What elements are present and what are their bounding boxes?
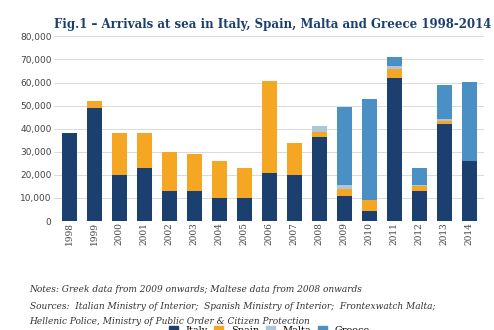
Bar: [87, 101, 102, 108]
Bar: [187, 191, 202, 221]
Bar: [262, 173, 277, 221]
Bar: [312, 137, 327, 221]
Bar: [437, 124, 452, 221]
Bar: [287, 143, 302, 175]
Bar: [137, 168, 152, 221]
Bar: [187, 154, 202, 191]
Bar: [337, 196, 352, 221]
Bar: [87, 108, 102, 221]
Text: Fig.1 – Arrivals at sea in Italy, Spain, Malta and Greece 1998-2014: Fig.1 – Arrivals at sea in Italy, Spain,…: [54, 18, 492, 31]
Bar: [112, 133, 127, 175]
Bar: [337, 189, 352, 196]
Bar: [437, 85, 452, 119]
Bar: [362, 200, 376, 211]
Bar: [412, 191, 427, 221]
Bar: [62, 133, 77, 221]
Bar: [212, 198, 227, 221]
Bar: [387, 69, 402, 78]
Text: Notes: Greek data from 2009 onwards; Maltese data from 2008 onwards: Notes: Greek data from 2009 onwards; Mal…: [30, 285, 363, 294]
Bar: [437, 119, 452, 121]
Bar: [337, 107, 352, 185]
Bar: [162, 152, 177, 191]
Bar: [461, 161, 477, 221]
Bar: [312, 126, 327, 132]
Bar: [212, 161, 227, 198]
Bar: [237, 168, 252, 198]
Bar: [337, 185, 352, 189]
Bar: [312, 132, 327, 137]
Bar: [237, 198, 252, 221]
Legend: Italy, Spain, Malta, Greece: Italy, Spain, Malta, Greece: [165, 322, 373, 330]
Bar: [262, 81, 277, 173]
Bar: [461, 82, 477, 161]
Bar: [362, 211, 376, 221]
Bar: [412, 168, 427, 185]
Bar: [162, 191, 177, 221]
Bar: [437, 120, 452, 124]
Bar: [362, 99, 376, 200]
Bar: [387, 66, 402, 69]
Bar: [412, 186, 427, 191]
Bar: [387, 78, 402, 221]
Text: Hellenic Police, Ministry of Public Order & Citizen Protection: Hellenic Police, Ministry of Public Orde…: [30, 317, 310, 326]
Bar: [112, 175, 127, 221]
Bar: [412, 185, 427, 186]
Bar: [137, 133, 152, 168]
Bar: [387, 57, 402, 66]
Text: Sources:  Italian Ministry of Interior;  Spanish Ministry of Interior;  Frontexw: Sources: Italian Ministry of Interior; S…: [30, 302, 435, 311]
Bar: [287, 175, 302, 221]
